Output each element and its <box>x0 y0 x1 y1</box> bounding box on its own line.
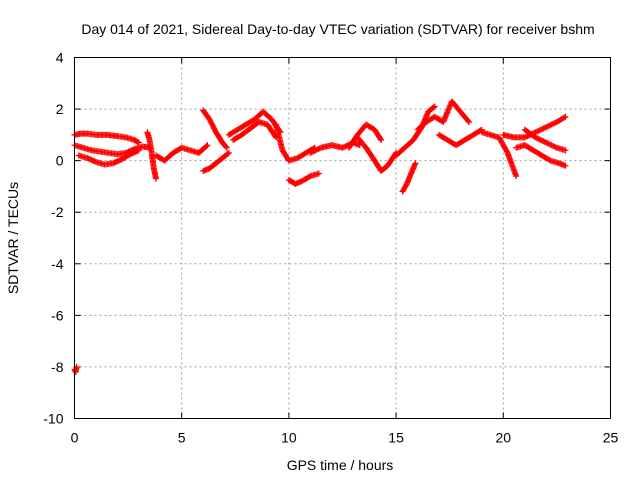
data-point <box>562 147 569 154</box>
data-point <box>549 120 556 127</box>
axis-ticks: -10 -8 -6 -4 -2 0 2 4 0 5 10 15 20 25 <box>43 50 618 446</box>
data-point <box>539 126 546 133</box>
data-point <box>224 150 231 157</box>
data-point <box>316 145 323 152</box>
data-point <box>465 118 472 125</box>
data-point <box>307 149 314 156</box>
data-point <box>315 146 322 153</box>
data-point <box>532 129 539 136</box>
data-point <box>535 127 542 134</box>
data-point <box>377 135 384 142</box>
data-point <box>465 117 472 124</box>
y-tick-label: 0 <box>56 153 64 169</box>
data-point <box>412 160 419 167</box>
data-point <box>541 138 548 145</box>
data-point <box>545 122 552 129</box>
x-tick-label: 15 <box>388 430 404 446</box>
data-point <box>541 124 548 131</box>
chart-title: Day 014 of 2021, Sidereal Day-to-day VTE… <box>81 21 594 37</box>
data-point <box>545 140 552 147</box>
plot-frame <box>74 57 611 419</box>
data-point <box>306 173 313 180</box>
data-point <box>204 142 211 149</box>
data-point <box>537 126 544 133</box>
data-point <box>551 143 558 150</box>
data-point <box>562 113 569 120</box>
data-point <box>536 136 543 143</box>
x-tick-label: 25 <box>603 430 619 446</box>
data-point <box>135 147 142 154</box>
data-points <box>71 98 569 376</box>
y-tick-label: 2 <box>56 101 64 117</box>
y-tick-label: 4 <box>56 50 64 66</box>
data-point <box>543 124 550 131</box>
y-axis-label: SDTVAR / TECUs <box>5 182 21 294</box>
data-point <box>223 144 230 151</box>
y-tick-label: -2 <box>51 204 64 220</box>
x-tick-label: 0 <box>71 430 79 446</box>
data-point <box>551 120 558 127</box>
data-point <box>548 121 555 128</box>
x-axis-label: GPS time / hours <box>287 457 394 473</box>
data-point <box>378 137 385 144</box>
data-point <box>561 114 568 121</box>
y-tick-label: -8 <box>51 359 64 375</box>
data-point <box>135 139 142 146</box>
data-point <box>314 146 321 153</box>
grid <box>74 57 611 419</box>
data-point <box>222 143 229 150</box>
data-point <box>340 144 347 151</box>
data-point <box>540 125 547 132</box>
data-point <box>532 134 539 141</box>
data-point <box>311 147 318 154</box>
data-point <box>537 137 544 144</box>
data-point <box>225 149 232 156</box>
data-point <box>503 148 510 155</box>
data-point <box>535 135 542 142</box>
data-point <box>552 144 559 151</box>
data-point <box>152 175 159 182</box>
data-point <box>548 142 555 149</box>
data-point <box>544 140 551 147</box>
data-point <box>547 141 554 148</box>
y-tick-label: -6 <box>51 307 64 323</box>
data-point <box>533 128 540 135</box>
data-point <box>431 103 438 110</box>
data-point <box>513 173 520 180</box>
data-point <box>523 133 530 140</box>
data-point <box>430 104 437 111</box>
data-point <box>547 122 554 129</box>
data-point <box>308 149 315 156</box>
data-point <box>536 127 543 134</box>
data-point <box>315 170 322 177</box>
data-point <box>339 144 346 151</box>
data-point <box>533 135 540 142</box>
y-tick-label: -10 <box>43 411 63 427</box>
data-point <box>134 138 141 145</box>
data-point <box>544 123 551 130</box>
y-tick-label: -4 <box>51 256 64 272</box>
data-point <box>540 138 547 145</box>
data-point <box>546 156 553 163</box>
x-tick-label: 5 <box>178 430 186 446</box>
data-point <box>312 147 319 154</box>
data-point <box>203 143 210 150</box>
data-point <box>549 142 556 149</box>
data-point <box>562 162 569 169</box>
data-point <box>310 148 317 155</box>
data-point <box>543 139 550 146</box>
data-point <box>521 134 528 141</box>
x-tick-label: 10 <box>281 430 297 446</box>
data-point <box>539 137 546 144</box>
x-tick-label: 20 <box>496 430 512 446</box>
